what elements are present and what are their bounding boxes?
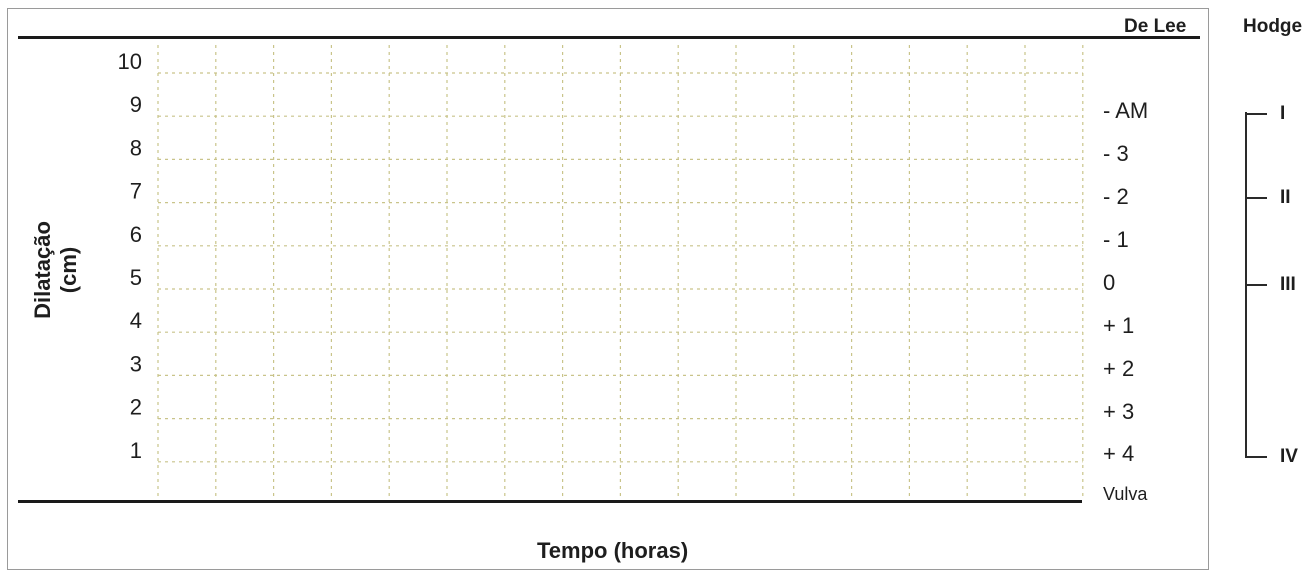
de-lee-station: Vulva — [1103, 484, 1148, 504]
x-axis-label: Tempo (horas) — [537, 538, 689, 563]
y-tick-label: 4 — [130, 308, 142, 333]
hodge-plane-label: II — [1280, 187, 1291, 208]
y-tick-label: 7 — [130, 179, 142, 204]
de-lee-station: - 2 — [1103, 184, 1129, 209]
y-tick-label: 2 — [130, 395, 142, 420]
y-tick-label: 3 — [130, 351, 142, 376]
y-tick-label: 10 — [118, 49, 142, 74]
de-lee-station: - 1 — [1103, 227, 1129, 252]
y-tick-label: 6 — [130, 222, 142, 247]
top-rule — [18, 36, 1200, 39]
grid-lines — [157, 45, 1084, 500]
hodge-plane-label: III — [1280, 274, 1296, 295]
hodge-plane-tick — [1245, 284, 1267, 286]
de-lee-station: + 4 — [1103, 441, 1135, 466]
de-lee-station: + 1 — [1103, 313, 1135, 338]
de-lee-station: + 3 — [1103, 399, 1135, 424]
y-tick-label: 1 — [130, 438, 142, 463]
hodge-title: Hodge — [1243, 16, 1303, 37]
y-tick-label: 5 — [130, 265, 142, 290]
hodge-plane-label: IV — [1280, 446, 1298, 467]
y-axis-label-line1: Dilatação — [30, 221, 55, 319]
de-lee-station: + 2 — [1103, 356, 1135, 381]
hodge-plane-tick — [1245, 113, 1267, 115]
y-tick-label: 8 — [130, 135, 142, 160]
de-lee-station: - AM — [1103, 98, 1149, 123]
y-axis-label-line2: (cm) — [56, 246, 81, 294]
bottom-rule — [18, 500, 1082, 503]
hodge-plane-label: I — [1280, 103, 1286, 124]
y-tick-label: 9 — [130, 92, 142, 117]
de-lee-station: - 3 — [1103, 141, 1129, 166]
hodge-plane-tick — [1245, 456, 1267, 458]
y-tick-labels: 10 9 8 7 6 5 4 3 2 1 — [118, 49, 142, 463]
y-axis-label: Dilatação (cm) — [30, 221, 82, 319]
de-lee-title: De Lee — [1124, 16, 1187, 37]
hodge-plane-tick — [1245, 197, 1267, 199]
de-lee-station: 0 — [1103, 270, 1116, 295]
